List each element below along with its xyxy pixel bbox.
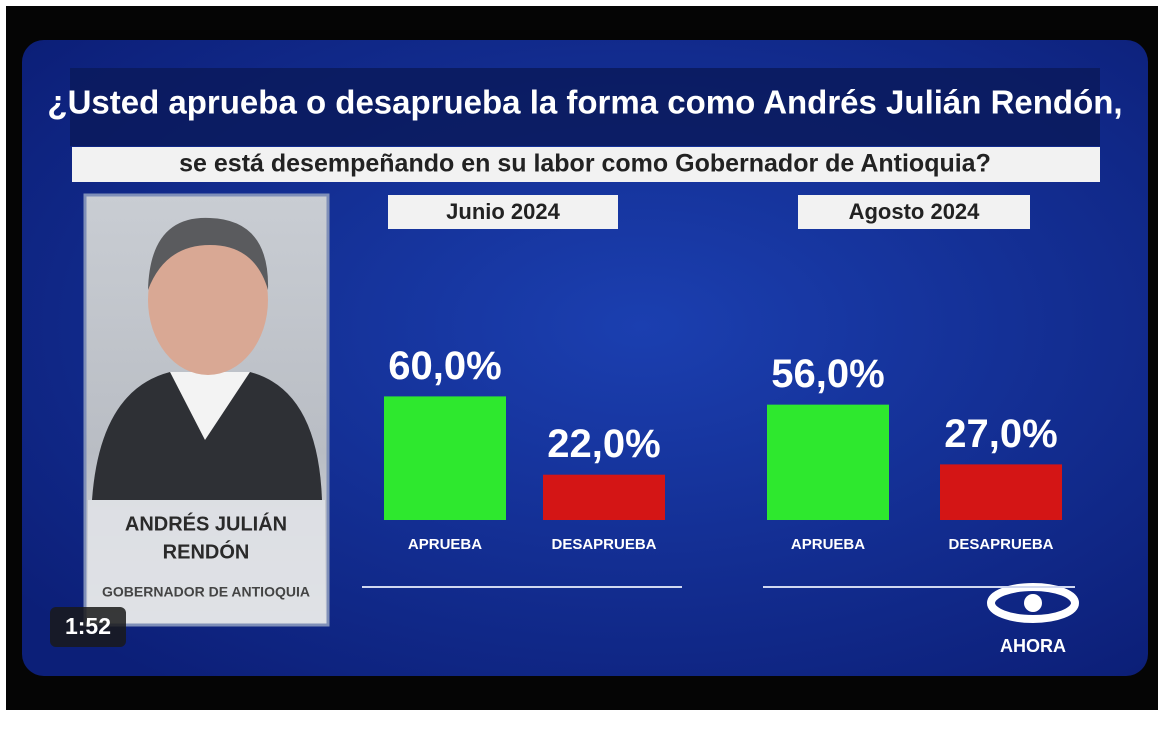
category-label: DESAPRUEBA: [551, 536, 656, 553]
value-label: 27,0%: [944, 412, 1057, 456]
category-label: APRUEBA: [791, 536, 865, 553]
name-band: [88, 500, 325, 622]
category-label: APRUEBA: [408, 536, 482, 553]
question-band: [72, 147, 1100, 182]
bar: [940, 464, 1062, 520]
period-box: [798, 195, 1030, 229]
person-name: ANDRÉS JULIÁN: [125, 512, 287, 535]
logo-dot: [1024, 594, 1042, 612]
period-label: Agosto 2024: [849, 199, 981, 224]
value-label: 22,0%: [547, 422, 660, 466]
timestamp: 1:52: [65, 613, 111, 639]
photo-hair: [148, 217, 269, 290]
timestamp-box: [50, 607, 126, 647]
person-role: GOBERNADOR DE ANTIOQUIA: [102, 584, 310, 600]
question-line-1: ¿Usted aprueba o desaprueba la forma com…: [47, 84, 1122, 121]
photo-face: [148, 225, 268, 375]
category-label: DESAPRUEBA: [948, 536, 1053, 553]
photo-collar: [170, 372, 250, 440]
person-name: RENDÓN: [163, 539, 250, 563]
question-line-2: se está desempeñando en su labor como Go…: [179, 150, 991, 178]
logo-text: AHORA: [1000, 636, 1066, 656]
title-strip: [70, 68, 1100, 146]
period-box: [388, 195, 618, 229]
bar: [543, 474, 665, 520]
value-label: 60,0%: [388, 344, 501, 388]
period-label: Junio 2024: [446, 199, 560, 224]
value-label: 56,0%: [771, 352, 884, 396]
bar: [384, 396, 506, 520]
bar: [767, 404, 889, 520]
